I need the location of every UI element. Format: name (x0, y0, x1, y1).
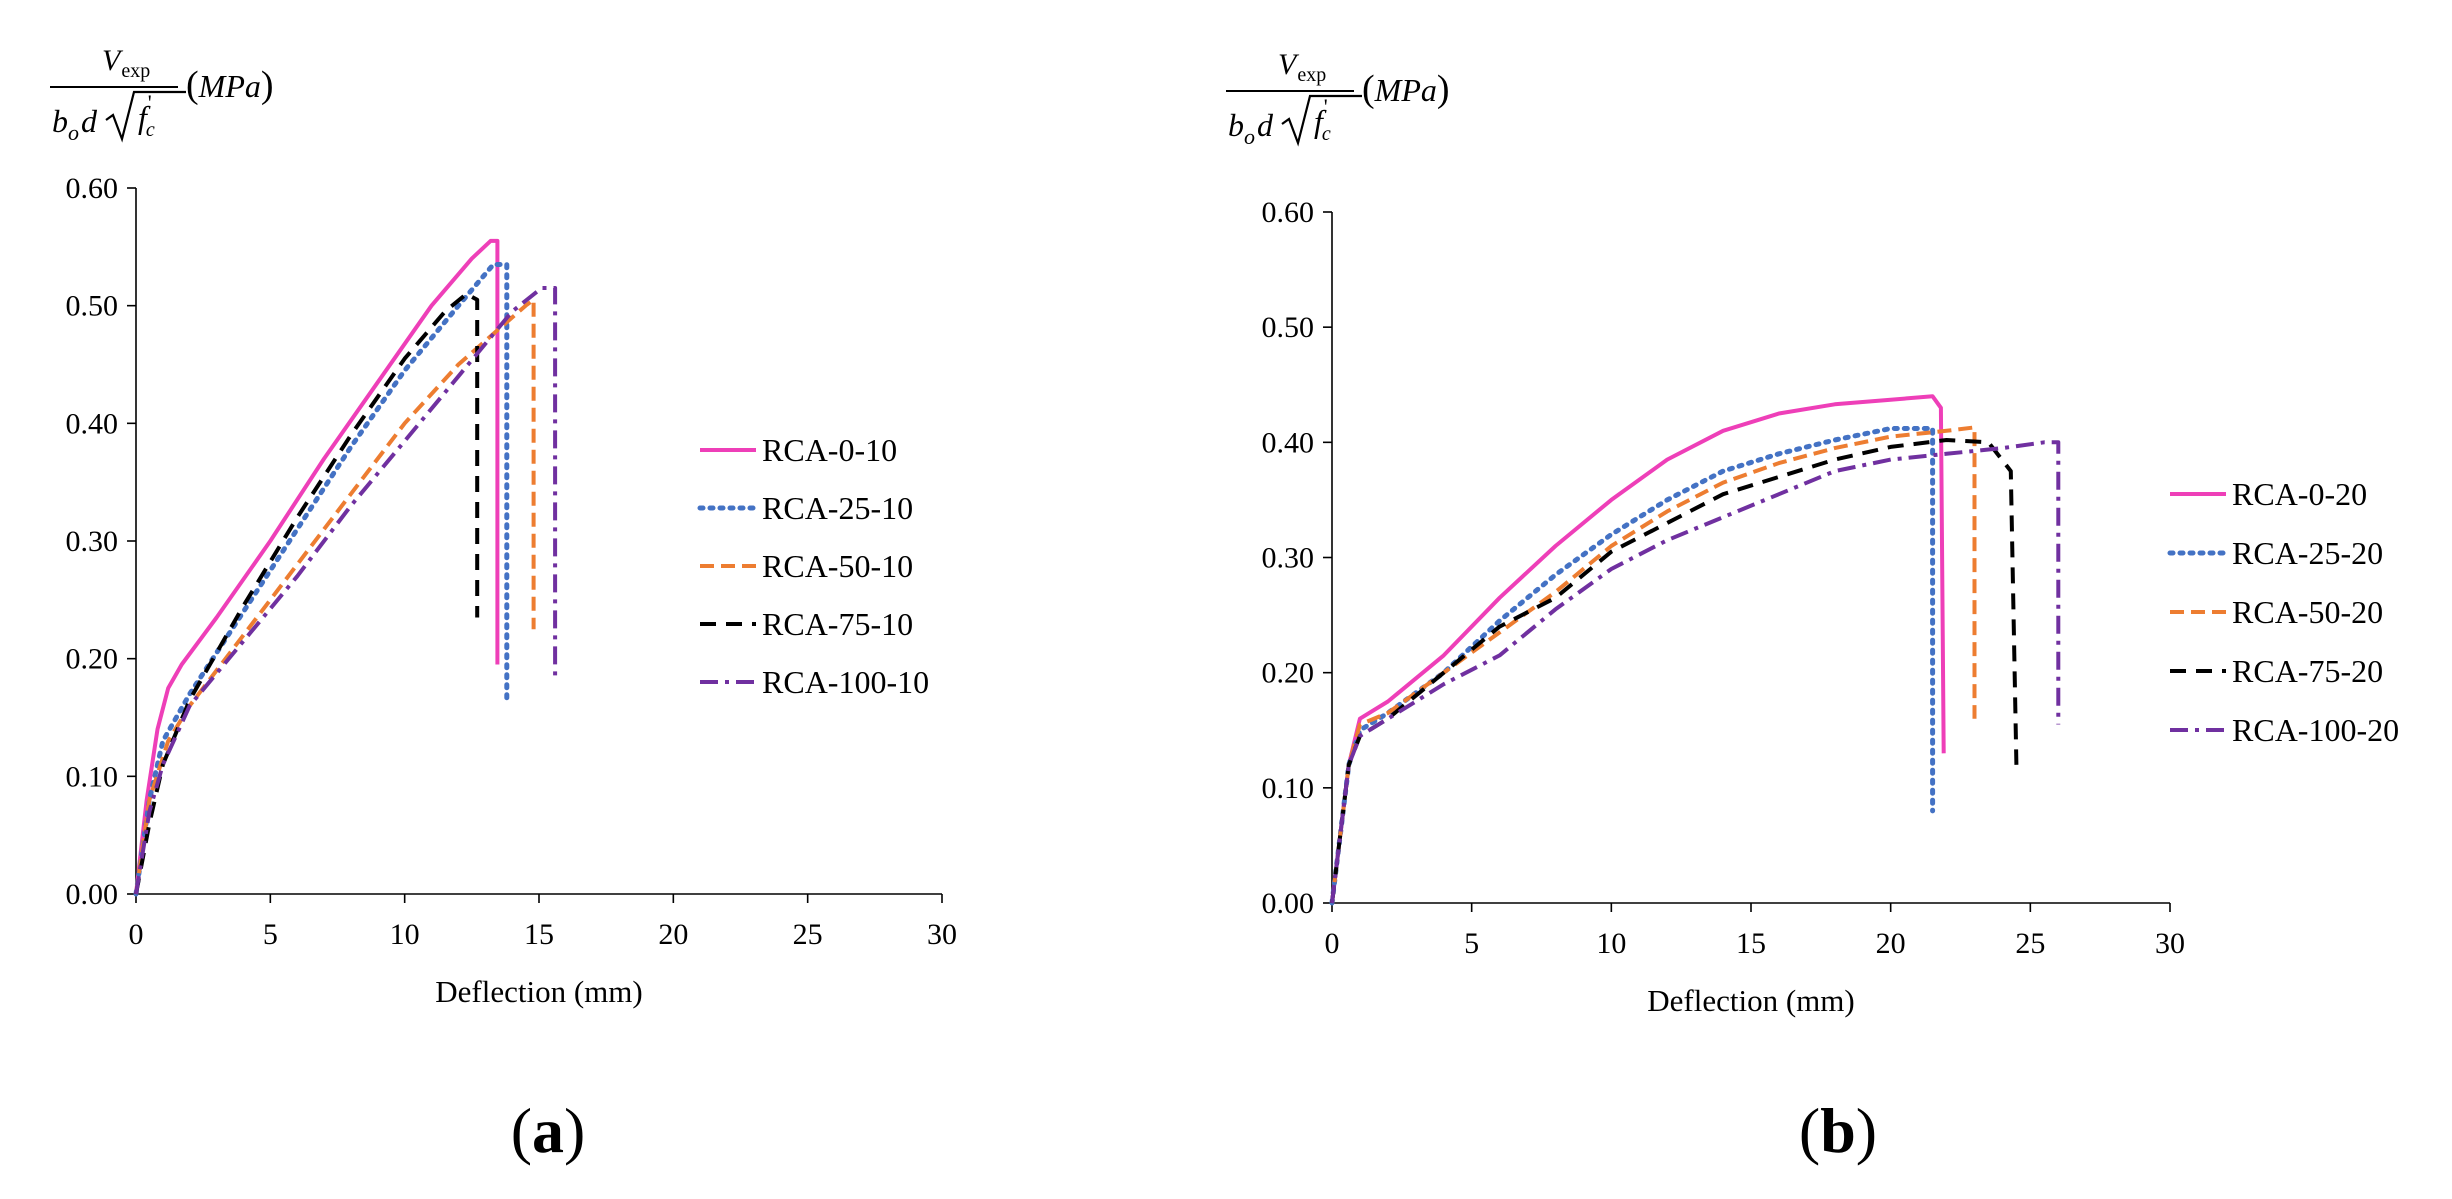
x-tick-label: 10 (1596, 927, 1626, 960)
x-axis-title: Deflection (mm) (435, 974, 642, 1009)
y-tick-label: 0.50 (66, 290, 119, 323)
y-label-radicand: fc' (1314, 94, 1331, 145)
x-tick-label: 15 (1736, 927, 1766, 960)
y-tick-label: 0.30 (66, 525, 119, 558)
legend-label: RCA-75-10 (762, 606, 913, 642)
panel-a-chart: 0.00 0.10 0.20 0.30 0.40 0.50 0.60 0 5 10 15 20 25 30… (50, 44, 957, 1166)
x-tick-label: 25 (2015, 927, 2045, 960)
y-label-radicand: fc' (138, 90, 155, 141)
y-label-denominator: bod (1228, 107, 1274, 149)
series-line-rca-50-20 (1330, 425, 1977, 904)
x-tick-label: 30 (927, 918, 957, 951)
series-line-rca-25-20 (1329, 426, 1936, 906)
y-tick-label: 0.10 (66, 760, 119, 793)
series-line-rca-25-10 (133, 262, 510, 897)
y-tick-label: 0.50 (1262, 311, 1315, 344)
legend-label: RCA-75-20 (2232, 653, 2383, 689)
y-label-unit: (MPa) (1362, 68, 1450, 110)
x-tick-label: 30 (2155, 927, 2185, 960)
y-tick-label: 0.30 (1262, 542, 1315, 575)
series-line-rca-100-20 (1330, 440, 2061, 904)
x-tick-label: 20 (658, 918, 688, 951)
x-tick-label: 10 (390, 918, 420, 951)
legend-label: RCA-25-10 (762, 490, 913, 526)
series-line-rca-75-10 (134, 291, 480, 895)
x-axis-title: Deflection (mm) (1647, 983, 1854, 1018)
y-tick-label: 0.00 (1262, 887, 1315, 920)
legend-label: RCA-25-20 (2232, 535, 2383, 571)
x-tick-label: 5 (263, 918, 278, 951)
y-label-numerator: Vexp (102, 44, 150, 82)
x-tick-label: 25 (793, 918, 823, 951)
panel-label: (b) (1799, 1095, 1877, 1166)
x-tick-label: 5 (1464, 927, 1479, 960)
legend-label: RCA-0-20 (2232, 476, 2367, 512)
y-tick-label: 0.10 (1262, 772, 1315, 805)
y-tick-label: 0.20 (1262, 657, 1315, 690)
x-tick-label: 15 (524, 918, 554, 951)
legend-label: RCA-50-10 (762, 548, 913, 584)
legend-label: RCA-100-10 (762, 664, 929, 700)
legend-label: RCA-50-20 (2232, 594, 2383, 630)
legend-label: RCA-100-20 (2232, 712, 2399, 748)
panel-label: (a) (511, 1095, 586, 1166)
x-tick-label: 20 (1876, 927, 1906, 960)
radical-sign-icon (105, 90, 186, 143)
series-line-rca-50-10 (134, 297, 536, 895)
radical-sign-icon (1281, 94, 1362, 147)
y-label-numerator: Vexp (1278, 48, 1326, 86)
y-tick-label: 0.60 (1262, 196, 1315, 229)
panel-b-chart: 0.00 0.10 0.20 0.30 0.40 0.50 0.60 0 5 10 15 20 25 30… (1226, 48, 2399, 1166)
legend-label: RCA-0-10 (762, 432, 897, 468)
y-tick-label: 0.20 (66, 643, 119, 676)
y-tick-label: 0.00 (66, 878, 119, 911)
series-line-rca-0-20 (1330, 394, 1946, 904)
x-tick-label: 0 (1325, 927, 1340, 960)
series-line-rca-100-10 (134, 286, 558, 895)
y-tick-label: 0.40 (66, 407, 119, 440)
series-line-rca-0-10 (134, 238, 500, 895)
y-label-denominator: bod (52, 103, 98, 145)
y-tick-label: 0.60 (66, 172, 119, 205)
y-label-unit: (MPa) (186, 64, 274, 106)
x-tick-label: 0 (129, 918, 144, 951)
y-tick-label: 0.40 (1262, 426, 1315, 459)
series-line-rca-75-20 (1330, 438, 2019, 904)
